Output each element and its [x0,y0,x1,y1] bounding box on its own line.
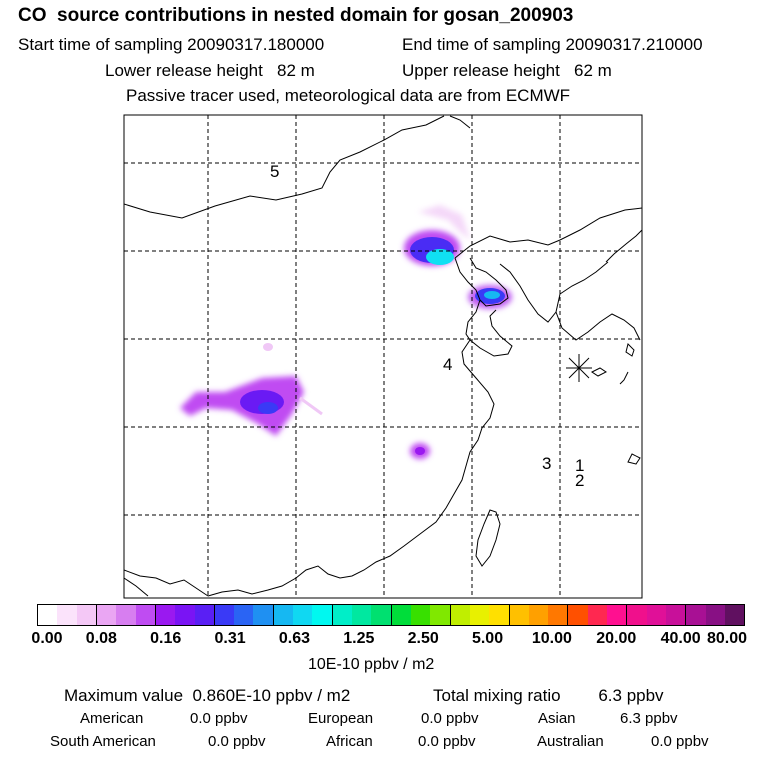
region-south-american-value: 0.0 ppbv [208,733,266,750]
color-scale-tick-label: 0.08 [85,630,117,647]
color-scale-tick-label: 2.50 [407,630,439,647]
color-scale-segment [352,605,372,625]
map-frame [123,114,643,599]
color-scale-segment [430,605,450,625]
color-scale-segment [154,605,176,625]
region-asian-value: 6.3 ppbv [620,710,678,727]
color-scale-tick-label: 40.00 [660,630,701,647]
plume-west [180,343,323,436]
color-scale-segment [95,605,117,625]
color-scale-tick-label: 0.63 [278,630,311,647]
color-scale-segment [508,605,529,625]
color-scale-segment [489,605,509,625]
coastlines [124,115,642,597]
color-scale-segment [390,605,411,625]
region-australian-name: Australian [537,733,604,750]
color-scale-tick-label: 10.00 [531,630,572,647]
region-label-1: 1 [575,456,584,475]
color-scale-segment [587,605,608,625]
color-scale-segment [449,605,470,625]
color-scale-segment [272,605,294,625]
region-african-value: 0.0 ppbv [418,733,476,750]
color-scale-tick-label: 0.00 [31,630,63,647]
maximum-value: Maximum value 0.860E-10 ppbv / m2 [64,686,351,705]
region-australian-value: 0.0 ppbv [651,733,709,750]
region-european-name: European [308,710,374,727]
color-scale-segment [76,605,96,625]
color-scale-tick-label: 1.25 [343,630,375,647]
map-title: CO source contributions in nested domain… [18,5,574,26]
region-label-2: 2 [575,471,584,490]
region-south-american-name: South American [50,733,156,750]
color-scale-bar [37,604,745,626]
color-scale-tick-label: 20.00 [596,630,637,647]
region-european-value: 0.0 ppbv [421,710,479,727]
color-scale-tick-label: 0.16 [150,630,182,647]
color-scale-tick-label: 0.31 [214,630,246,647]
end-time-label: End time of sampling 20090317.210000 [402,35,703,54]
passive-tracer-note: Passive tracer used, meteorological data… [126,86,571,105]
color-scale-segment [528,605,549,625]
region-label-3: 3 [542,454,551,473]
color-scale-segment [293,605,313,625]
color-scale-segment [607,605,627,625]
start-time-label: Start time of sampling 20090317.180000 [18,35,325,54]
color-scale-segment [57,605,77,625]
color-scale-segment [724,605,745,625]
region-label-4: 4 [443,355,452,374]
color-scale-tick-label: 80.00 [706,630,748,647]
receptor-star-icon [566,354,592,382]
color-scale-segment [705,605,725,625]
color-scale-segment [371,605,391,625]
color-scale-segment [116,605,136,625]
color-scale-segment [253,605,273,625]
color-scale-segment [135,605,155,625]
color-scale-segment [312,605,332,625]
color-scale-segment [175,605,195,625]
region-asian-name: Asian [538,710,576,727]
plume-central [410,443,430,459]
plume-beijing [404,205,470,266]
region-label-5: 5 [270,162,279,181]
color-scale-segment [331,605,352,625]
lower-release-height: Lower release height 82 m [105,61,315,80]
color-scale-segment [626,605,647,625]
color-scale-segment [194,605,214,625]
lat-lon-grid [124,115,642,598]
upper-release-height: Upper release height 62 m [402,61,612,80]
color-scale-segment [646,605,666,625]
color-scale-segment [469,605,490,625]
total-mixing-ratio: Total mixing ratio 6.3 ppbv [433,686,664,705]
color-scale-segment [666,605,686,625]
color-scale-units: 10E-10 ppbv / m2 [308,656,435,673]
region-american-value: 0.0 ppbv [190,710,248,727]
map-panel: 5 4 3 1 2 [123,114,643,599]
color-scale-segment [685,605,706,625]
color-scale-segment [410,605,431,625]
color-scale-segment [213,605,235,625]
color-scale-segment [38,605,58,625]
color-scale-segment [567,605,588,625]
region-american-name: American [80,710,144,727]
color-scale-segment [234,605,254,625]
color-scale-segment [548,605,568,625]
region-african-name: African [326,733,373,750]
color-scale-tick-label: 5.00 [471,630,504,647]
